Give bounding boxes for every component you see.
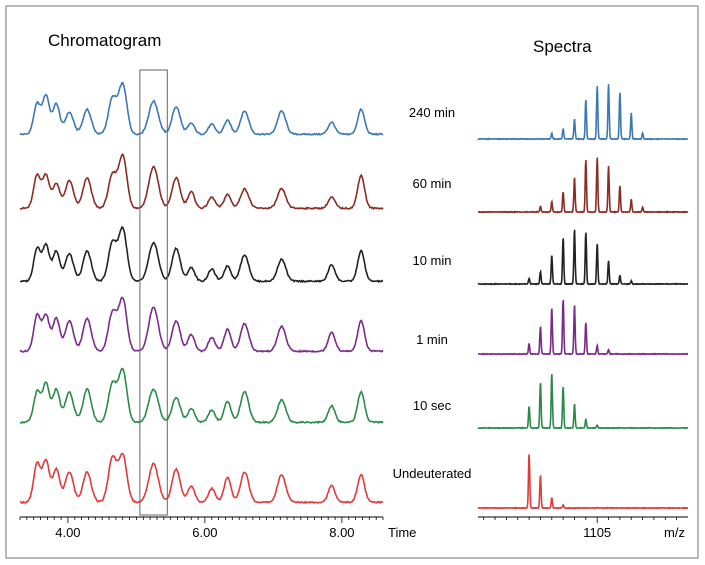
chromatogram-xlabel: Time [388, 525, 416, 540]
series-label-1: 60 min [412, 176, 451, 191]
spectrum-trace-3 [478, 299, 689, 356]
spectrum-trace-5 [477, 454, 689, 510]
series-label-4: 10 sec [413, 398, 452, 413]
chromatogram-trace-5 [19, 452, 384, 505]
spectra-minor-ticks [483, 517, 677, 523]
spectrum-trace-4 [477, 374, 689, 430]
spectrum-trace-0 [477, 84, 689, 141]
chromatogram-tick-label-0: 4.00 [55, 525, 80, 540]
chromatogram-x-axis: 4.00 6.00 8.00 Time [19, 516, 416, 540]
highlight-window-box [139, 69, 168, 516]
outer-border [5, 5, 699, 559]
chromatogram-trace-0 [19, 81, 384, 137]
chromatogram-trace-4 [19, 367, 384, 425]
series-label-3: 1 min [416, 332, 448, 347]
spectra-traces [477, 84, 689, 510]
series-label-0: 240 min [409, 105, 455, 120]
chromatogram-traces [19, 81, 384, 505]
chromatogram-trace-3 [19, 296, 384, 354]
chromatogram-tick-labels: 4.00 6.00 8.00 [55, 525, 354, 540]
spectra-x-axis: 1105 m/z [478, 516, 688, 540]
series-label-5: Undeuterated [393, 466, 472, 481]
chromatogram-tick-label-2: 8.00 [329, 525, 354, 540]
chromatogram-title: Chromatogram [48, 31, 161, 50]
spectra-tick-label: 1105 [583, 525, 611, 540]
chromatogram-minor-ticks [19, 517, 384, 523]
series-labels: 240 min 60 min 10 min 1 min 10 sec Undeuterat… [393, 105, 472, 481]
chromatogram-trace-2 [19, 225, 384, 284]
spectra-xlabel: m/z [664, 525, 685, 540]
spectrum-trace-1 [477, 157, 689, 214]
chromatogram-trace-1 [19, 153, 384, 211]
spectra-title: Spectra [533, 37, 592, 56]
spectrum-trace-2 [477, 229, 689, 286]
series-label-2: 10 min [412, 253, 451, 268]
chromatogram-tick-label-1: 6.00 [192, 525, 217, 540]
